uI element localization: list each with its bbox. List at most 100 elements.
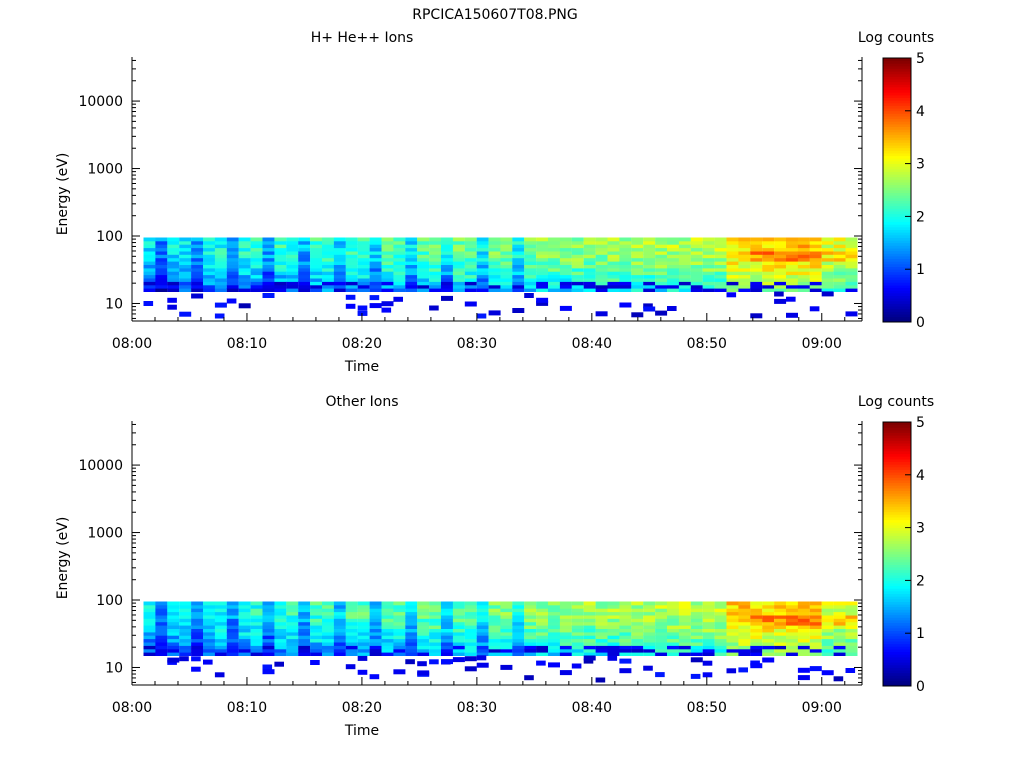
heatmap-cell (429, 659, 439, 665)
heatmap-cell (619, 658, 632, 664)
heatmap-cell (405, 254, 418, 259)
heatmap-cell (322, 618, 334, 623)
heatmap-cell (571, 642, 584, 646)
colorbar-segment (883, 279, 911, 283)
heatmap-cell (381, 237, 394, 242)
heatmap-cell (809, 278, 822, 282)
heatmap-cell (488, 254, 501, 259)
colorbar-segment (883, 76, 911, 80)
heatmap-cell (821, 635, 834, 640)
heatmap-cell (405, 244, 418, 249)
heatmap-cell (298, 645, 311, 650)
heatmap-cell (512, 264, 525, 269)
heatmap-cell (369, 611, 382, 616)
heatmap-cell (631, 638, 644, 643)
heatmap-cell (274, 601, 287, 606)
heatmap-cell (381, 638, 394, 643)
heatmap-cell (191, 608, 204, 613)
heatmap-cell (274, 628, 287, 633)
heatmap-cell (738, 281, 751, 286)
heatmap-cell (476, 621, 489, 626)
heatmap-cell (191, 666, 201, 672)
heatmap-cell (643, 648, 656, 653)
heatmap-cell (548, 608, 560, 613)
heatmap-cell (345, 284, 358, 289)
heatmap-cell (226, 642, 239, 646)
heatmap-cell (369, 254, 382, 259)
x-tick-label: 08:10 (227, 700, 267, 716)
heatmap-cell (238, 642, 251, 646)
heatmap-cell (726, 611, 739, 616)
colorbar-segment (883, 554, 911, 558)
heatmap-cell (464, 237, 477, 242)
heatmap-cell (417, 240, 430, 245)
heatmap-cell (333, 638, 346, 643)
x-tick-label: 08:50 (687, 336, 727, 352)
heatmap-cell (345, 254, 358, 259)
heatmap-cell (214, 313, 225, 319)
heatmap-cell (167, 267, 180, 272)
heatmap-cell (643, 257, 656, 262)
heatmap-cell (607, 604, 620, 609)
heatmap-cell (167, 601, 180, 606)
colorbar-segment (883, 163, 911, 167)
heatmap-cell (393, 608, 406, 613)
heatmap-cell (179, 635, 192, 640)
heatmap-cell (607, 274, 620, 279)
colorbar-segment (883, 651, 911, 655)
heatmap-cell (167, 254, 180, 259)
heatmap-cell (405, 645, 418, 650)
colorbar-segment (883, 630, 911, 634)
colorbar-segment (883, 71, 911, 75)
heatmap-cell (381, 307, 392, 313)
heatmap-cell (714, 645, 727, 650)
heatmap-cell (797, 625, 810, 629)
heatmap-cell (559, 278, 572, 282)
heatmap-cell (274, 615, 287, 619)
heatmap-cell (191, 601, 204, 606)
heatmap-cell (702, 240, 715, 245)
heatmap-cell (155, 251, 168, 255)
heatmap-cell (762, 652, 775, 656)
heatmap-cell (143, 288, 156, 292)
heatmap-cell (179, 311, 192, 317)
heatmap-cell (488, 615, 501, 619)
heatmap-cell (750, 244, 763, 249)
heatmap-cell (476, 271, 489, 276)
heatmap-cell (536, 631, 549, 636)
heatmap-cell (357, 237, 370, 242)
colorbar-segment (883, 532, 911, 536)
heatmap-cell (452, 611, 465, 616)
heatmap-cell (250, 608, 263, 613)
heatmap-cell (667, 621, 679, 626)
heatmap-cell (322, 251, 334, 255)
heatmap-cell (726, 261, 739, 265)
heatmap-cell (274, 648, 287, 653)
heatmap-cell (512, 244, 525, 249)
colorbar-segment (883, 440, 911, 444)
heatmap-cell (333, 608, 346, 613)
heatmap-cell (226, 601, 239, 606)
heatmap-cell (583, 638, 596, 643)
heatmap-cell (643, 247, 656, 252)
heatmap-cell (726, 628, 739, 633)
heatmap-cell (203, 628, 215, 633)
heatmap-cell (619, 638, 632, 643)
heatmap-cell (405, 247, 418, 252)
heatmap-cell (524, 642, 537, 646)
heatmap-cell (809, 648, 822, 653)
heatmap-cell (214, 611, 227, 616)
heatmap-cell (738, 240, 751, 245)
heatmap-cell (476, 261, 489, 265)
heatmap-cell (548, 642, 560, 646)
heatmap-cell (333, 604, 346, 609)
heatmap-cell (417, 254, 430, 259)
heatmap-cell (750, 274, 763, 279)
heatmap-cell (393, 296, 403, 302)
heatmap-cell (619, 601, 632, 606)
heatmap-cell (381, 608, 394, 613)
heatmap-cell (762, 638, 775, 643)
colorbar-segment (883, 113, 911, 117)
heatmap-cell (250, 251, 263, 255)
heatmap-cell (393, 240, 406, 245)
